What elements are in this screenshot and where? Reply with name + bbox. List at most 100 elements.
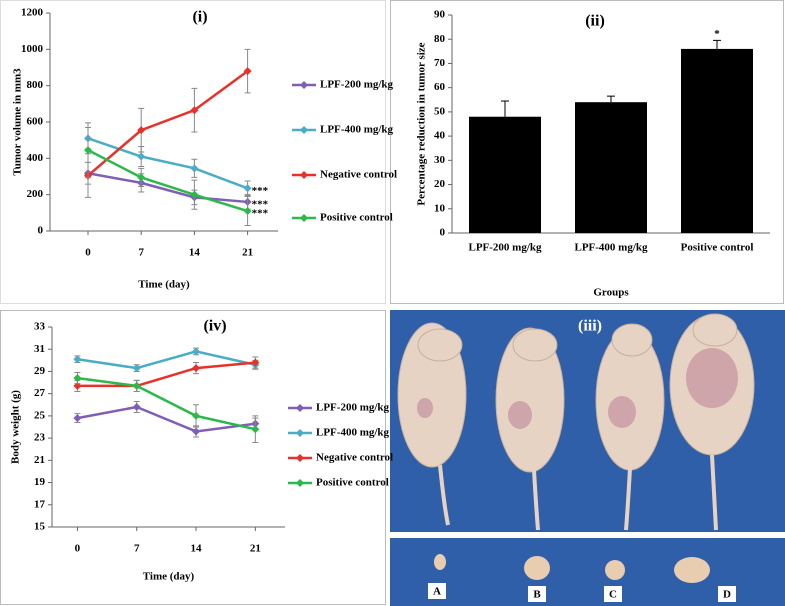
- mice: [397, 313, 755, 531]
- x-tick-label: LPF-200 mg/kg: [468, 242, 542, 254]
- y-tick-label: 800: [27, 79, 44, 91]
- marker: [137, 152, 146, 161]
- marker: [192, 347, 201, 356]
- y-tick-label: 600: [27, 116, 44, 128]
- y-tick-label: 1200: [21, 7, 44, 19]
- annotation: ***: [252, 208, 269, 220]
- label-box: [528, 586, 546, 602]
- legend-label: Positive control: [320, 212, 393, 224]
- legend-marker: [300, 214, 308, 222]
- x-tick-label: 21: [250, 543, 261, 555]
- legend-label: LPF-400 mg/kg: [320, 124, 394, 136]
- legend-marker: [300, 171, 308, 179]
- marker: [137, 173, 146, 182]
- y-tick-label: 15: [34, 521, 46, 533]
- marker: [192, 427, 201, 436]
- x-axis-label: Groups: [593, 287, 629, 299]
- y-tick-label: 21: [34, 454, 45, 466]
- error-bar: [713, 39, 721, 49]
- error-bar: [607, 95, 615, 103]
- y-tick-label: 90: [434, 9, 446, 21]
- x-tick-label: 21: [242, 247, 253, 259]
- label-box: [604, 586, 622, 602]
- panel-title: (i): [192, 9, 207, 26]
- excised-tumors: [434, 554, 710, 583]
- legend-marker: [300, 126, 308, 134]
- series-line: [77, 376, 256, 431]
- tumor: [508, 401, 532, 429]
- tumor: [686, 348, 738, 408]
- marker: [190, 106, 199, 115]
- y-tick-label: 30: [434, 154, 446, 166]
- marker: [190, 190, 199, 199]
- label-box: [718, 586, 736, 602]
- series-line: [87, 70, 249, 177]
- mouse-head: [417, 328, 463, 362]
- legend-marker: [296, 454, 304, 462]
- tumor-label: A: [433, 586, 441, 598]
- marker: [73, 355, 82, 364]
- panel-border: [0, 0, 386, 304]
- legend-label: Positive control: [316, 477, 389, 489]
- tumors-in-vivo: [417, 348, 738, 429]
- tumor: [417, 398, 433, 418]
- legend-label: LPF-200 mg/kg: [320, 79, 394, 91]
- marker: [243, 67, 252, 76]
- photo-panel: A B C D (iii): [390, 310, 785, 606]
- series-line: [77, 350, 256, 370]
- marker: [243, 207, 252, 216]
- y-tick-label: 50: [434, 105, 446, 117]
- bar: [469, 116, 541, 233]
- marker: [190, 164, 199, 173]
- legend-label: Negative control: [320, 169, 397, 181]
- marker: [137, 126, 146, 135]
- y-tick-label: 25: [34, 409, 46, 421]
- marker: [132, 403, 141, 411]
- series-line: [77, 361, 256, 388]
- legend-marker: [296, 479, 304, 487]
- series-line: [77, 405, 256, 433]
- marker: [251, 358, 260, 367]
- marker: [251, 425, 260, 434]
- error-bar: [501, 100, 509, 117]
- annotation: ***: [252, 185, 269, 197]
- tumor: [524, 556, 550, 580]
- annotation: *: [714, 28, 720, 40]
- series-line: [87, 171, 248, 204]
- x-tick-label: Positive control: [681, 242, 754, 254]
- mouse: [495, 327, 565, 473]
- tumor-label: D: [723, 589, 731, 601]
- y-tick-label: 80: [434, 33, 446, 45]
- tumor: [674, 557, 710, 583]
- y-axis-label: Percentage reduction in tumor size: [416, 42, 428, 205]
- y-tick-label: 200: [27, 188, 44, 200]
- y-tick-label: 1000: [21, 43, 44, 55]
- x-tick-label: 0: [85, 247, 91, 259]
- tail: [624, 467, 632, 531]
- tumor-label: B: [533, 589, 541, 601]
- marker: [73, 414, 82, 423]
- y-tick-label: 70: [434, 57, 446, 69]
- bar: [681, 48, 753, 234]
- marker: [243, 184, 252, 193]
- marker: [192, 411, 201, 420]
- x-tick-label: 0: [75, 543, 81, 555]
- panel-title: (ii): [585, 13, 605, 30]
- y-tick-label: 0: [440, 227, 446, 239]
- tumor: [608, 396, 636, 428]
- label-box: [428, 583, 446, 599]
- marker: [84, 146, 92, 155]
- y-axis-label: Tumor volume in mm3: [12, 68, 24, 176]
- panel-border: [0, 310, 386, 605]
- bar: [575, 102, 647, 233]
- tumor-label: C: [609, 589, 617, 601]
- x-tick-label: 7: [138, 247, 144, 259]
- y-axis-label: Body weight (g): [10, 390, 22, 464]
- tumor: [434, 554, 446, 570]
- x-tick-label: 7: [134, 543, 140, 555]
- y-tick-label: 0: [38, 225, 44, 237]
- y-tick-label: 31: [34, 343, 45, 355]
- tail: [710, 454, 718, 531]
- panel-title: (iv): [203, 318, 226, 335]
